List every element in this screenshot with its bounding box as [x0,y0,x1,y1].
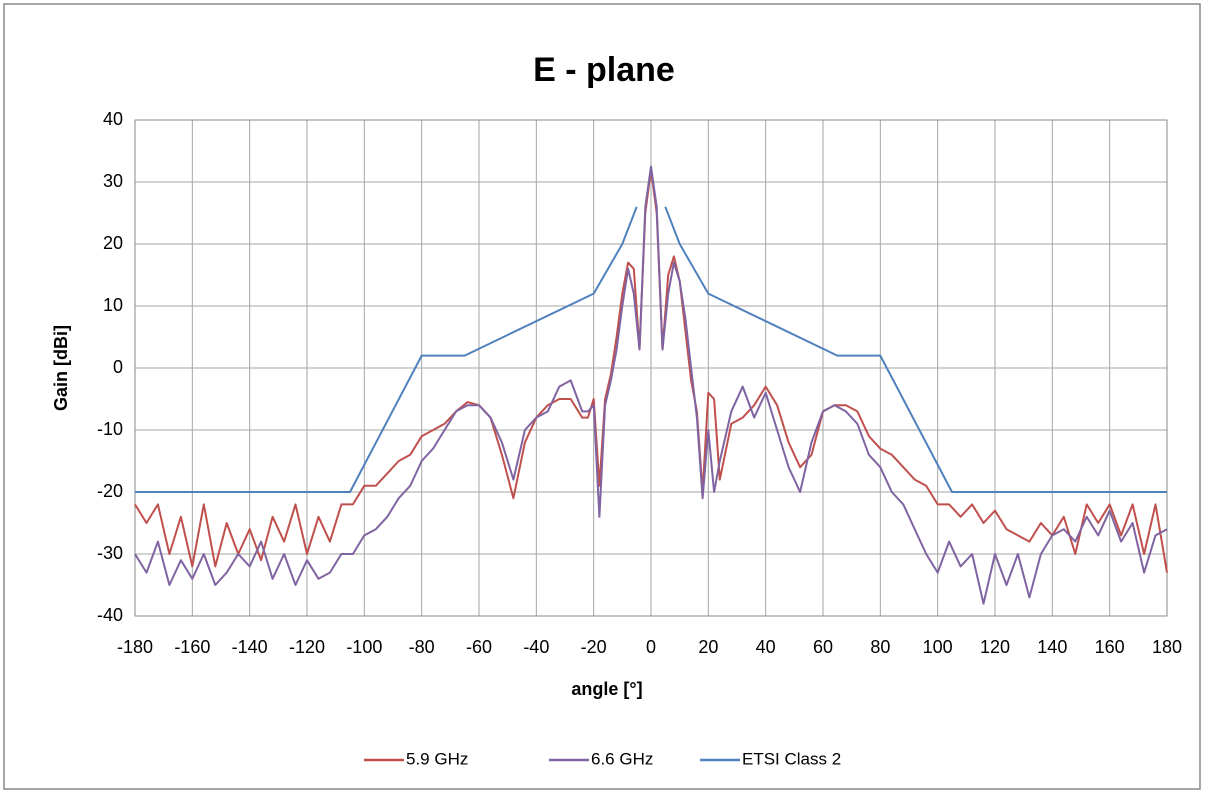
series-line [135,206,1167,493]
chart-frame [3,3,1201,790]
chart-title: E - plane [533,51,675,89]
plot-border [134,119,1168,617]
y-axis-label: Gain [dBi] [51,325,71,411]
x-tick-label: -160 [174,637,210,657]
x-tick-label: 0 [646,637,656,657]
x-tick-label: 80 [870,637,890,657]
x-axis-label: angle [°] [571,679,642,699]
x-tick-label: 40 [756,637,776,657]
y-tick-label: -10 [97,419,123,439]
x-tick-label: -100 [346,637,382,657]
legend-label: ETSI Class 2 [742,749,841,768]
x-tick-label: -40 [523,637,549,657]
y-tick-label: -20 [97,481,123,501]
y-tick-label: 30 [103,171,123,191]
x-tick-label: -180 [117,637,153,657]
x-tick-label: 120 [980,637,1010,657]
y-tick-label: -40 [97,605,123,625]
series-line [134,165,1168,605]
x-tick-label: -20 [581,637,607,657]
x-tick-label: 140 [1037,637,1067,657]
y-tick-label: 0 [113,357,123,377]
x-tick-label: -120 [289,637,325,657]
y-tick-label: 10 [103,295,123,315]
legend-label: 6.6 GHz [591,749,653,768]
x-tick-label: -60 [466,637,492,657]
y-tick-label: -30 [97,543,123,563]
x-tick-label: 160 [1095,637,1125,657]
x-tick-label: -140 [232,637,268,657]
x-tick-label: 20 [698,637,718,657]
legend-label: 5.9 GHz [406,749,468,768]
y-tick-label: 40 [103,109,123,129]
x-tick-label: -80 [409,637,435,657]
x-tick-label: 180 [1152,637,1182,657]
y-tick-label: 20 [103,233,123,253]
x-tick-label: 100 [923,637,953,657]
x-tick-label: 60 [813,637,833,657]
